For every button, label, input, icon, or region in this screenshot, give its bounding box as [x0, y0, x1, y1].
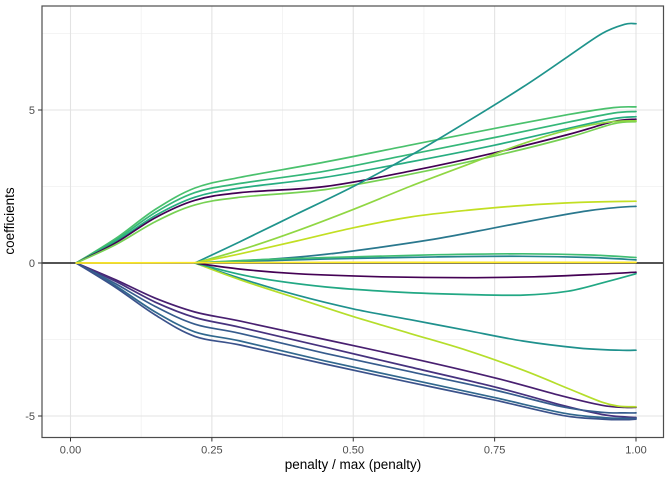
y-tick-label: -5 — [25, 411, 35, 423]
coefficient-lines — [75, 22, 637, 421]
series-line-ygreen-rise — [194, 200, 637, 264]
x-axis-title: penalty / max (penalty) — [285, 457, 422, 472]
series-line-down-blue-2 — [75, 262, 637, 420]
series-line-ygreen-down — [194, 262, 637, 408]
series-line-near0-teal — [194, 255, 637, 264]
y-axis-title: coefficients — [2, 187, 17, 255]
grid-major-lines — [42, 6, 664, 438]
series-line-near0-green — [194, 252, 637, 264]
series-line-yellow-flat — [75, 261, 637, 264]
series-line-up-green-1 — [75, 105, 637, 264]
series-line-down-blue-3 — [75, 262, 637, 421]
series-line-teal-peak — [194, 22, 637, 264]
y-tick-label: 0 — [29, 258, 35, 270]
x-tick-label: 0.00 — [60, 445, 81, 457]
x-tick-label: 1.00 — [625, 445, 646, 457]
axis-tick-labels: 0.00 0.25 0.50 0.75 1.00 5 0 -5 — [25, 105, 646, 457]
series-line-down-purple-1 — [75, 262, 637, 409]
series-line-up-seagreen — [75, 110, 637, 264]
series-line-green-dip — [194, 262, 637, 297]
x-tick-label: 0.25 — [201, 445, 222, 457]
series-line-up-lightgreen — [75, 120, 637, 264]
series-line-steep-lightgreen — [194, 119, 637, 264]
series-line-down-purple-2 — [75, 262, 637, 419]
series-line-teal-down — [194, 262, 637, 352]
x-tick-label: 0.75 — [484, 445, 505, 457]
axis-tick-marks — [38, 109, 637, 442]
y-tick-label: 5 — [29, 105, 35, 117]
series-line-up-purple — [75, 118, 637, 264]
series-line-down-blue-1 — [75, 262, 637, 414]
series-line-purple-dip — [194, 262, 637, 279]
series-line-up-tealgreen — [75, 115, 637, 264]
x-tick-label: 0.50 — [343, 445, 364, 457]
series-line-blue-rise — [205, 205, 637, 264]
